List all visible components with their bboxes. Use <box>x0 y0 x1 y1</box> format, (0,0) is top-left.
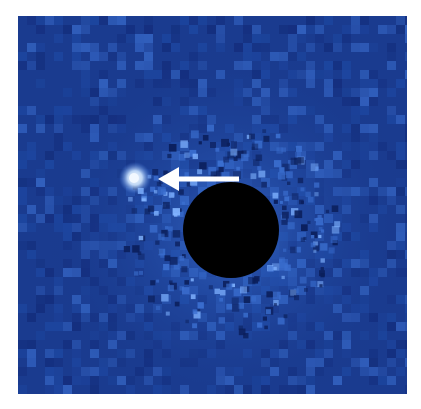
coronagraph-image <box>18 16 407 394</box>
coronagraph-image-canvas <box>18 16 407 394</box>
arrow-head-icon <box>158 167 179 191</box>
arrow-indicator <box>158 167 239 191</box>
planet-point <box>129 173 139 183</box>
occulter-disc <box>183 182 279 278</box>
